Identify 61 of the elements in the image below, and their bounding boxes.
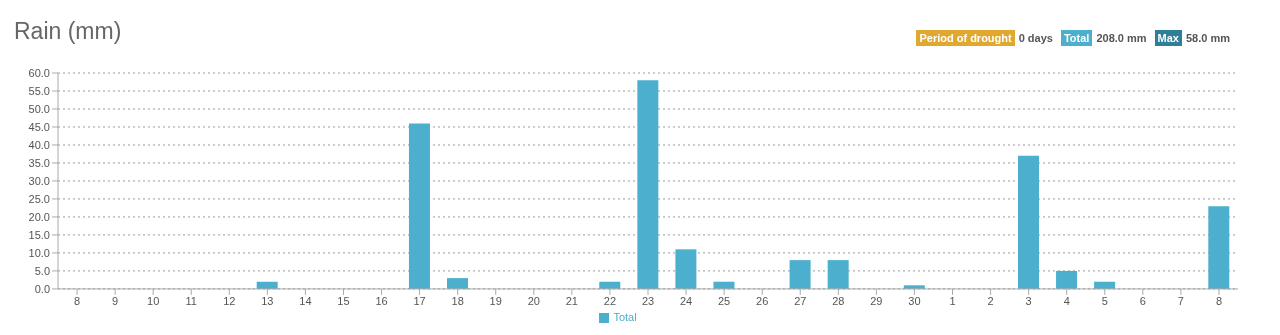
- bar: [675, 249, 697, 289]
- bar: [789, 260, 811, 289]
- y-tick-label: 10.0: [28, 246, 50, 259]
- x-tick-label: 6: [1139, 294, 1146, 307]
- x-tick-label: 5: [1101, 294, 1108, 307]
- text: Period of drought: [916, 30, 1015, 46]
- y-tick-label: 40.0: [28, 138, 50, 151]
- text: 208.0 mm: [1096, 32, 1147, 44]
- x-tick-label: 25: [718, 294, 731, 307]
- x-tick-label: 30: [908, 294, 921, 307]
- y-tick-label: 5.0: [34, 264, 50, 277]
- x-tick-label: 24: [679, 294, 693, 307]
- x-tick-label: 3: [1025, 294, 1032, 307]
- x-tick-label: 22: [603, 294, 617, 307]
- x-tick-label: 28: [832, 294, 845, 307]
- x-tick-label: 13: [261, 294, 274, 307]
- x-tick-label: 4: [1063, 294, 1070, 307]
- x-tick-label: 1: [949, 294, 956, 307]
- x-tick-label: 14: [299, 294, 312, 307]
- x-tick-label: 17: [413, 294, 426, 307]
- text: 58.0 mm: [1185, 32, 1230, 44]
- x-tick-label: 27: [794, 294, 807, 307]
- x-tick-label: 15: [337, 294, 350, 307]
- text: Max: [1154, 30, 1182, 46]
- x-tick-label: 10: [147, 294, 160, 307]
- x-tick-label: 29: [870, 294, 883, 307]
- x-tick-label: 11: [185, 294, 197, 307]
- x-tick-label: 20: [527, 294, 540, 307]
- bar: [1056, 270, 1078, 289]
- y-tick-label: 0.0: [34, 282, 50, 295]
- bar: [827, 260, 849, 289]
- x-tick-label: 12: [223, 294, 236, 307]
- legend-label: Total: [613, 310, 637, 323]
- y-tick-label: 50.0: [28, 102, 50, 115]
- x-tick-label: 8: [1215, 294, 1223, 307]
- text: 0 days: [1018, 32, 1053, 44]
- chart-title: Rain (mm): [14, 18, 122, 45]
- x-tick-label: 9: [112, 294, 119, 307]
- bar: [408, 123, 430, 289]
- y-tick-label: 45.0: [28, 120, 50, 133]
- x-tick-label: 21: [565, 294, 578, 307]
- bar: [637, 80, 659, 289]
- y-tick-label: 30.0: [28, 174, 50, 187]
- x-tick-label: 16: [375, 294, 388, 307]
- y-tick-label: 55.0: [28, 84, 50, 97]
- y-tick-label: 20.0: [28, 210, 50, 223]
- x-tick-label: 26: [756, 294, 769, 307]
- bar: [1017, 155, 1039, 289]
- x-tick-label: 2: [987, 294, 994, 307]
- y-tick-label: 60.0: [28, 66, 50, 79]
- x-tick-label: 18: [451, 294, 464, 307]
- x-tick-label: 8: [73, 294, 81, 307]
- bar: [447, 278, 469, 289]
- bar: [1208, 206, 1230, 289]
- x-tick-label: 7: [1177, 294, 1184, 307]
- text: Total: [1060, 30, 1093, 46]
- x-tick-label: 19: [489, 294, 502, 307]
- y-tick-label: 15.0: [28, 228, 50, 241]
- y-tick-label: 35.0: [28, 156, 50, 169]
- x-tick-label: 23: [641, 294, 655, 307]
- y-tick-label: 25.0: [28, 192, 50, 205]
